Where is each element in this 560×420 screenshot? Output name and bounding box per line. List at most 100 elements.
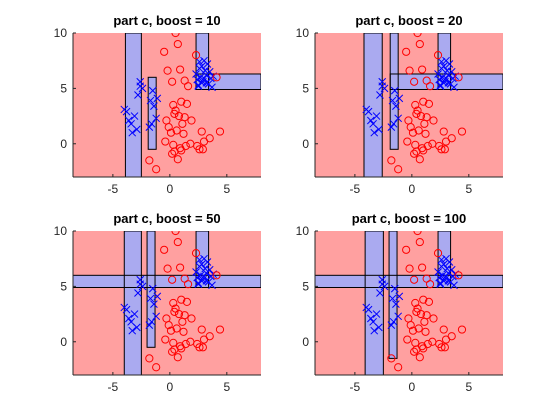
point-x bbox=[134, 289, 142, 297]
chart-title: part c, boost = 50 bbox=[113, 211, 220, 226]
point-o bbox=[179, 129, 188, 138]
point-x bbox=[152, 312, 161, 321]
decision-region-positive bbox=[73, 275, 261, 288]
point-o bbox=[414, 324, 423, 333]
point-o bbox=[418, 263, 427, 272]
decision-region-positive bbox=[147, 231, 156, 348]
point-x bbox=[148, 284, 157, 293]
point-o bbox=[437, 343, 446, 352]
point-x bbox=[370, 128, 379, 137]
point-o bbox=[168, 77, 177, 86]
x-tick-label: -5 bbox=[108, 182, 119, 196]
point-x bbox=[376, 289, 384, 297]
x-tick-label: 5 bbox=[465, 380, 472, 394]
decision-region-negative bbox=[315, 33, 503, 177]
series-o-markers bbox=[145, 33, 225, 174]
point-o bbox=[403, 137, 412, 146]
point-o bbox=[191, 51, 201, 60]
point-o bbox=[425, 280, 435, 289]
point-x bbox=[366, 314, 375, 323]
point-o bbox=[176, 263, 185, 272]
point-o bbox=[454, 271, 463, 280]
point-x bbox=[392, 300, 400, 308]
point-o bbox=[419, 344, 428, 353]
point-o bbox=[402, 245, 411, 254]
point-o bbox=[163, 264, 172, 273]
point-x bbox=[372, 112, 381, 120]
point-x bbox=[444, 276, 453, 285]
point-x bbox=[197, 62, 206, 71]
decision-region-positive bbox=[363, 33, 383, 177]
point-o bbox=[440, 145, 449, 154]
point-o bbox=[152, 165, 161, 174]
point-o bbox=[170, 307, 179, 316]
series-x-markers bbox=[362, 56, 459, 137]
point-x bbox=[150, 102, 158, 110]
point-o bbox=[181, 339, 190, 349]
point-x bbox=[153, 94, 162, 103]
point-x bbox=[153, 292, 162, 301]
series-x-markers bbox=[362, 254, 459, 335]
point-o bbox=[403, 335, 412, 344]
y-tick-label: 5 bbox=[302, 81, 309, 95]
point-o bbox=[439, 325, 448, 334]
point-x bbox=[374, 125, 383, 134]
decision-boundary bbox=[124, 33, 261, 177]
point-x bbox=[447, 67, 456, 76]
point-o bbox=[394, 363, 403, 372]
point-x bbox=[128, 326, 137, 335]
point-o bbox=[394, 165, 403, 174]
point-o bbox=[205, 332, 214, 341]
point-o bbox=[197, 325, 206, 334]
y-tick-label: 10 bbox=[296, 26, 310, 40]
chart-title: part c, boost = 10 bbox=[113, 13, 220, 28]
point-x bbox=[392, 102, 400, 110]
point-x bbox=[387, 321, 396, 330]
point-o bbox=[176, 65, 185, 74]
point-o bbox=[433, 249, 443, 258]
point-x bbox=[362, 105, 371, 114]
point-o bbox=[406, 321, 415, 330]
point-x bbox=[444, 78, 453, 87]
decision-region-positive bbox=[389, 231, 398, 359]
point-x bbox=[389, 317, 398, 326]
point-o bbox=[408, 326, 418, 335]
point-o bbox=[161, 335, 170, 344]
point-o bbox=[180, 311, 189, 320]
point-x bbox=[147, 119, 156, 128]
point-x bbox=[443, 66, 452, 75]
point-x bbox=[201, 264, 210, 273]
point-x bbox=[147, 317, 156, 326]
point-o bbox=[182, 99, 192, 108]
point-x bbox=[134, 91, 142, 99]
point-x bbox=[202, 276, 211, 285]
point-o bbox=[408, 128, 418, 137]
boundary-segment bbox=[147, 76, 157, 150]
point-o bbox=[405, 264, 414, 273]
point-o bbox=[447, 134, 456, 143]
point-o bbox=[405, 66, 414, 75]
plot-area bbox=[315, 231, 503, 375]
point-o bbox=[212, 73, 221, 82]
x-tick-label: -5 bbox=[350, 380, 361, 394]
point-x bbox=[394, 312, 403, 321]
point-x bbox=[136, 82, 145, 91]
point-o bbox=[419, 97, 428, 106]
point-x bbox=[202, 78, 211, 87]
point-x bbox=[200, 254, 208, 263]
plot-area bbox=[315, 33, 503, 177]
point-o bbox=[172, 126, 181, 135]
point-x bbox=[362, 303, 371, 312]
point-o bbox=[421, 327, 430, 336]
point-o bbox=[387, 354, 396, 363]
point-o bbox=[410, 275, 419, 284]
boundary-segment bbox=[389, 33, 399, 150]
point-x bbox=[372, 310, 381, 318]
subplot-4: -5 0 5 0 5 10 part c, boost = 100 bbox=[296, 211, 503, 394]
point-x bbox=[390, 86, 399, 95]
decision-region-positive bbox=[365, 231, 384, 375]
point-o bbox=[177, 295, 186, 304]
boundary-segment bbox=[124, 33, 142, 177]
point-x bbox=[442, 254, 450, 263]
y-tick-label: 5 bbox=[60, 279, 67, 293]
